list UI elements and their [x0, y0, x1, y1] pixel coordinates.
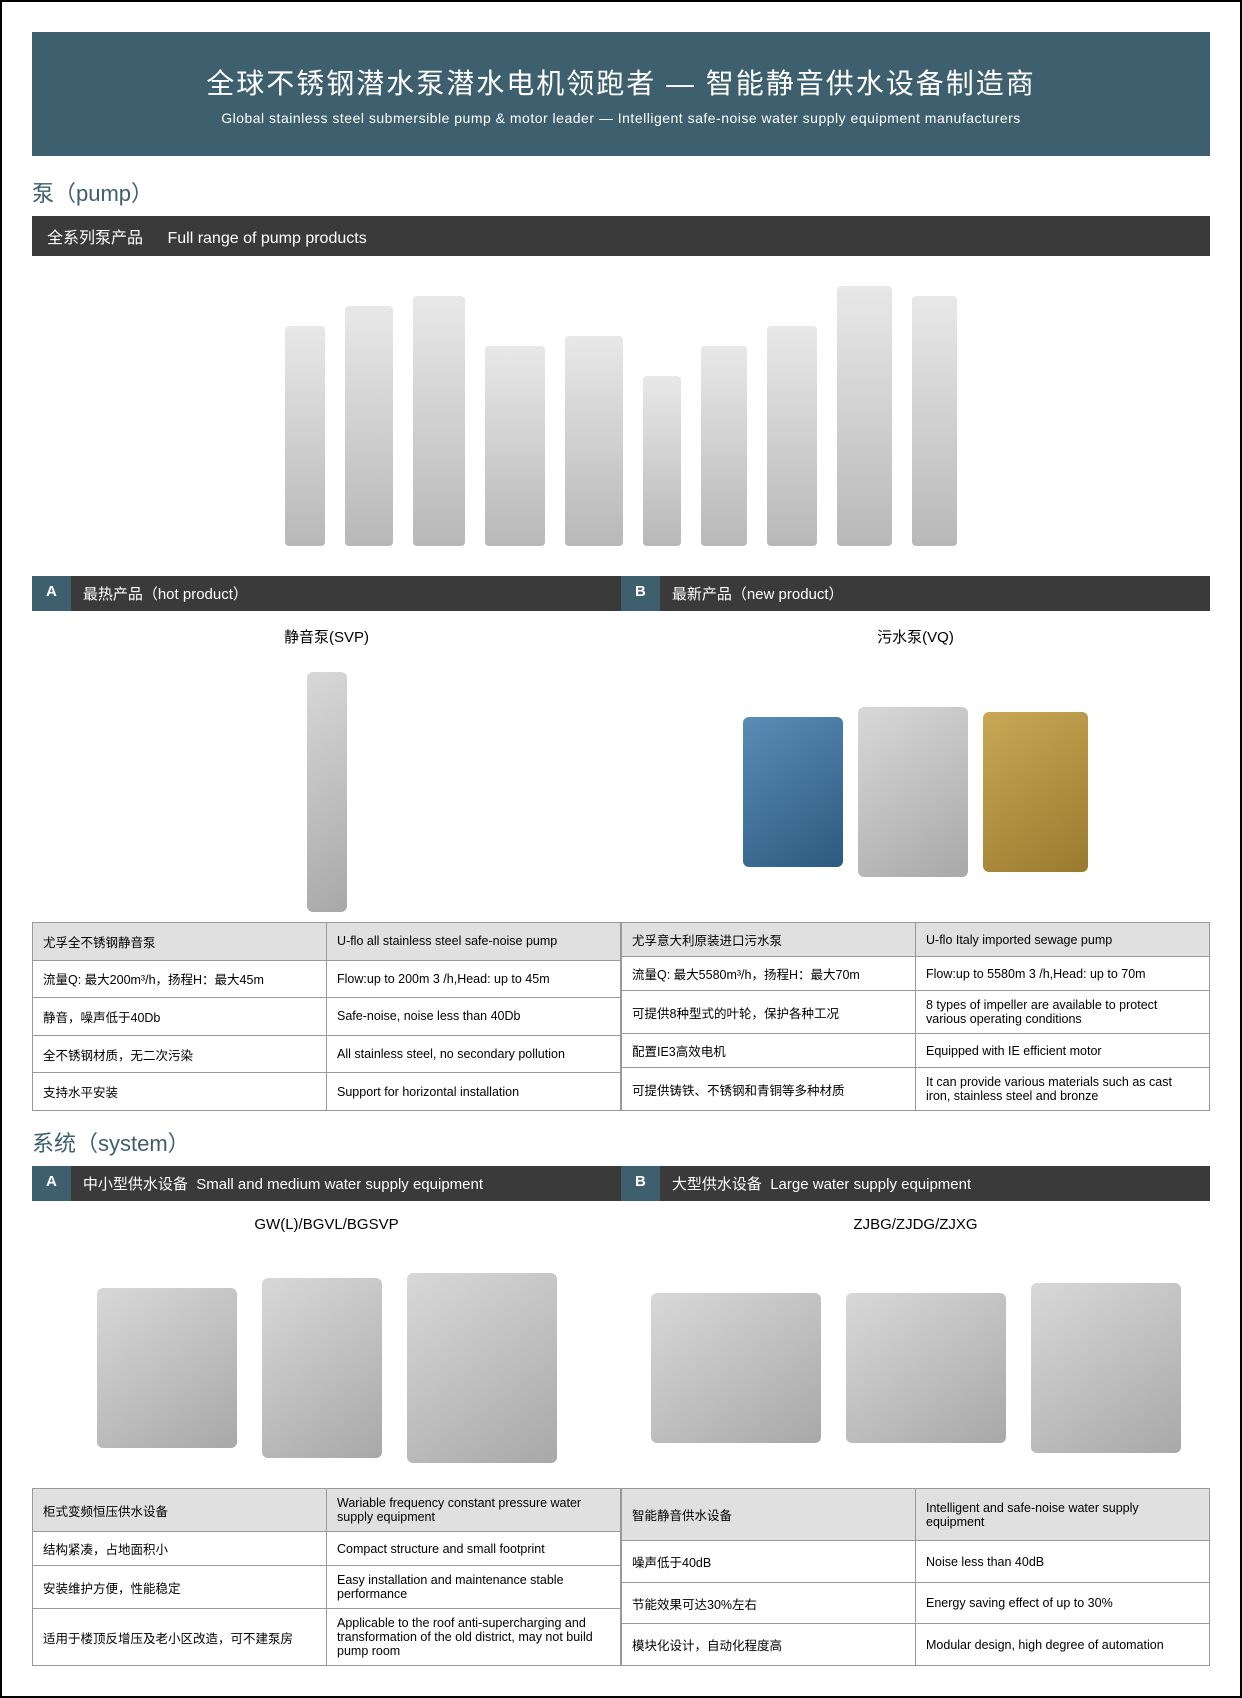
pump-section-title: 泵（pump） — [32, 176, 1210, 208]
hero-title-zh: 全球不锈钢潜水泵潜水电机领跑者 — 智能静音供水设备制造商 — [52, 62, 1190, 102]
sys-a-spec-table: 柜式变频恒压供水设备Wariable frequency constant pr… — [32, 1488, 621, 1666]
new-product-bar: B 最新产品（new product） — [621, 576, 1210, 611]
hot-product-name: 静音泵(SVP) — [32, 611, 621, 662]
bar-en: Full range of pump products — [167, 230, 366, 247]
system-section-title: 系统（system） — [32, 1126, 1210, 1158]
new-product-name: 污水泵(VQ) — [621, 611, 1210, 662]
hero-title-en: Global stainless steel submersible pump … — [52, 110, 1190, 126]
new-title: 最新产品（new product） — [660, 576, 856, 611]
hot-product-bar: A 最热产品（hot product） — [32, 576, 621, 611]
sys-a-bar: A 中小型供水设备 Small and medium water supply … — [32, 1166, 621, 1201]
hero-banner: 全球不锈钢潜水泵潜水电机领跑者 — 智能静音供水设备制造商 Global sta… — [32, 32, 1210, 156]
sys-a-name: GW(L)/BGVL/BGSVP — [32, 1201, 621, 1248]
sys-a-title: 中小型供水设备 Small and medium water supply eq… — [71, 1166, 495, 1201]
new-product-image — [621, 662, 1210, 922]
new-spec-table: 尤孚意大利原装进口污水泵U-flo Italy imported sewage … — [621, 922, 1210, 1111]
pump-lineup — [32, 256, 1210, 576]
sys-a-image — [32, 1248, 621, 1488]
sys-b-title: 大型供水设备 Large water supply equipment — [660, 1166, 983, 1201]
hot-product-image — [32, 662, 621, 922]
tag-a: A — [32, 576, 71, 611]
sys-b-bar: B 大型供水设备 Large water supply equipment — [621, 1166, 1210, 1201]
tag-b: B — [621, 576, 660, 611]
sys-tag-b: B — [621, 1166, 660, 1201]
pump-range-bar: 全系列泵产品 Full range of pump products — [32, 216, 1210, 256]
bar-zh: 全系列泵产品 — [47, 230, 143, 247]
sys-b-image — [621, 1248, 1210, 1488]
sys-tag-a: A — [32, 1166, 71, 1201]
sys-b-spec-table: 智能静音供水设备Intelligent and safe-noise water… — [621, 1488, 1210, 1666]
hot-title: 最热产品（hot product） — [71, 576, 260, 611]
hot-spec-table: 尤孚全不锈钢静音泵U-flo all stainless steel safe-… — [32, 922, 621, 1111]
sys-b-name: ZJBG/ZJDG/ZJXG — [621, 1201, 1210, 1248]
